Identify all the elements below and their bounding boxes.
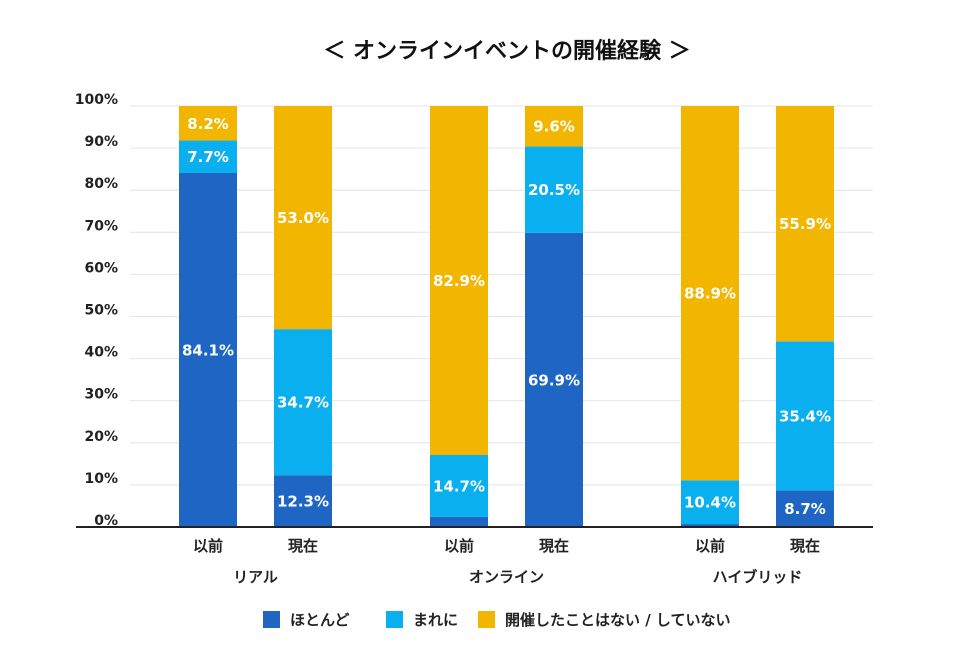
bar-segment (274, 475, 332, 527)
x-category-label: 現在 (790, 537, 820, 555)
bar-segment (681, 480, 739, 525)
x-category-label: 以前 (444, 537, 474, 555)
data-label: 69.9% (528, 371, 580, 389)
x-group-label: リアル (233, 568, 278, 586)
legend-item: ほとんど (263, 611, 350, 629)
data-label: 8.7% (784, 500, 826, 518)
data-label: 53.0% (277, 209, 329, 227)
bar-stack: 8.7% 35.4% 55.9% (776, 106, 834, 527)
data-label: 7.7% (187, 148, 229, 166)
x-group-label: ハイブリッド (713, 568, 803, 586)
y-tick-label: 100% (75, 92, 118, 108)
x-category-label: 以前 (695, 537, 725, 555)
legend-swatch (386, 611, 403, 628)
y-tick-label: 90% (84, 134, 118, 150)
data-label: 35.4% (779, 407, 831, 425)
legend-label: 開催したことはない / していない (505, 611, 730, 629)
gridlines (130, 105, 873, 486)
bar-stack: 10.4% 88.9% (681, 106, 739, 527)
bar-segment (274, 106, 332, 330)
data-label: 84.1% (182, 341, 234, 359)
data-label: 20.5% (528, 181, 580, 199)
bar-segment (525, 106, 583, 147)
legend: ほとんど まれに 開催したことはない / していない (263, 611, 730, 629)
legend-swatch (263, 611, 280, 628)
bar-segment (776, 106, 834, 342)
bar-segment (430, 455, 488, 517)
bar-segment (179, 106, 237, 141)
x-category-label: 以前 (193, 537, 223, 555)
y-tick-label: 60% (84, 260, 118, 276)
data-label: 10.4% (684, 494, 736, 512)
bar-stack: 69.9% 20.5% 9.6% (525, 106, 583, 527)
bar-segment (776, 490, 834, 527)
y-tick-label: 0% (94, 513, 118, 529)
bar-stack: 14.7% 82.9% (430, 106, 488, 527)
legend-item: まれに (386, 611, 458, 629)
y-tick-label: 20% (84, 429, 118, 445)
chart-title: ＜ オンラインイベントの開催経験 ＞ (323, 38, 690, 64)
legend-swatch (478, 611, 495, 628)
legend-label: ほとんど (290, 611, 350, 629)
bar-segment (430, 516, 488, 527)
y-tick-label: 40% (84, 345, 118, 361)
x-category-label: 現在 (288, 537, 318, 555)
x-group-label: オンライン (469, 568, 544, 586)
bar-stack: 12.3% 34.7% 53.0% (274, 106, 332, 527)
bar-segment (681, 524, 739, 527)
bar-segment (681, 106, 739, 481)
bar-segment (179, 140, 237, 173)
data-label: 34.7% (277, 394, 329, 412)
legend-item: 開催したことはない / していない (478, 611, 730, 629)
bar-segment (525, 232, 583, 527)
data-label: 14.7% (433, 477, 485, 495)
data-label: 12.3% (277, 493, 329, 511)
bar-segment (274, 329, 332, 476)
y-tick-label: 10% (84, 471, 118, 487)
bar-segment (776, 341, 834, 491)
bar-stack: 84.1% 7.7% 8.2% (179, 106, 237, 527)
x-category-label: 現在 (539, 537, 569, 555)
data-label: 8.2% (187, 115, 229, 133)
y-tick-label: 70% (84, 218, 118, 234)
data-label: 82.9% (433, 272, 485, 290)
bar-segment (179, 172, 237, 527)
y-tick-label: 50% (84, 303, 118, 319)
y-tick-label: 80% (84, 176, 118, 192)
data-label: 88.9% (684, 285, 736, 303)
legend-label: まれに (413, 611, 458, 629)
data-label: 55.9% (779, 215, 831, 233)
y-axis: 0% 10% 20% 30% 40% 50% 60% 70% 80% 90% 100% (75, 92, 118, 529)
bars: 84.1% 7.7% 8.2% 12.3% 34.7% 53.0% 14.7% 82.9% 69… (179, 106, 834, 527)
bar-segment (430, 106, 488, 456)
bar-segment (525, 146, 583, 233)
y-tick-label: 30% (84, 387, 118, 403)
data-label: 9.6% (533, 118, 575, 136)
